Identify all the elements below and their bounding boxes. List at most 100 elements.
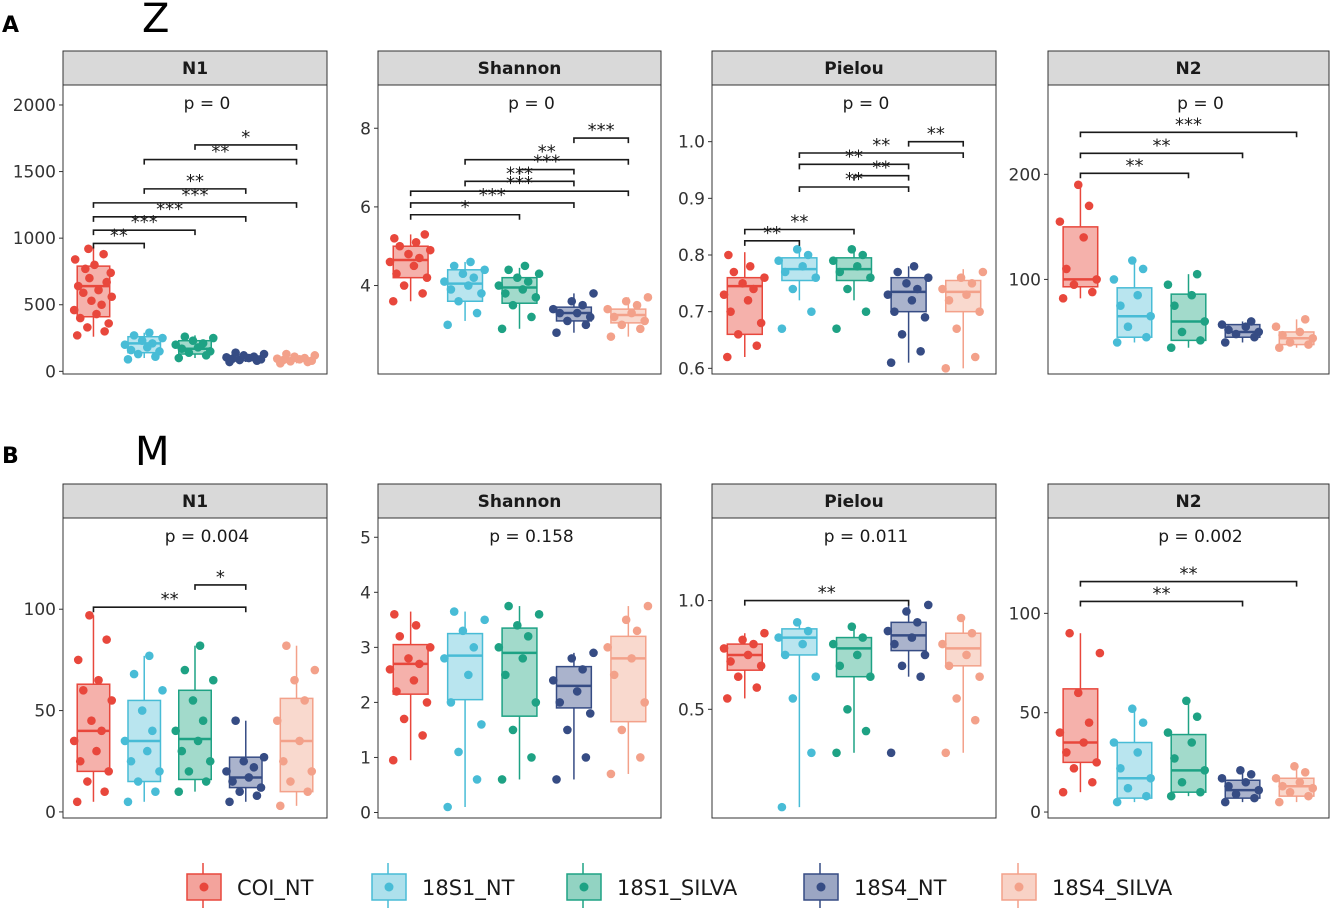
data-point xyxy=(726,307,735,316)
data-point xyxy=(975,672,984,681)
significance-label: * xyxy=(216,567,225,588)
data-point xyxy=(1062,748,1071,757)
facet-title: N1 xyxy=(182,59,208,79)
data-point xyxy=(792,618,802,627)
data-point xyxy=(585,312,595,322)
y-tick-label: 1.0 xyxy=(678,133,705,153)
data-point xyxy=(920,650,930,660)
data-point xyxy=(100,787,109,796)
data-point xyxy=(627,654,636,663)
data-point xyxy=(897,661,907,671)
data-point xyxy=(1170,754,1179,763)
y-tick-label: 0 xyxy=(45,362,56,382)
data-point xyxy=(581,753,591,762)
significance-label: ** xyxy=(845,146,863,167)
data-point xyxy=(208,675,218,685)
data-point xyxy=(480,265,489,275)
data-point xyxy=(632,626,642,636)
significance-label: *** xyxy=(588,120,615,141)
data-point xyxy=(621,615,631,625)
data-point xyxy=(1123,322,1133,332)
legend-item-18S1_SILVA: 18S1_SILVA xyxy=(566,863,738,908)
data-point xyxy=(477,289,486,298)
data-point xyxy=(567,654,577,663)
data-point xyxy=(883,626,893,636)
data-point xyxy=(504,601,513,611)
data-point xyxy=(70,255,80,264)
y-tick-label: 3 xyxy=(360,638,371,658)
data-point xyxy=(617,320,627,330)
data-point xyxy=(1224,325,1233,335)
significance-bracket xyxy=(853,174,910,181)
data-point xyxy=(501,289,510,298)
data-point xyxy=(120,736,130,746)
data-point xyxy=(171,340,181,350)
data-point xyxy=(913,618,922,627)
data-point xyxy=(158,333,167,343)
data-point xyxy=(952,324,961,333)
data-point xyxy=(1220,338,1230,347)
data-point xyxy=(567,296,577,306)
box-18S4_SILVA xyxy=(279,697,314,793)
data-point xyxy=(454,296,463,306)
data-point xyxy=(126,756,136,766)
data-point xyxy=(472,775,482,784)
data-point xyxy=(295,736,304,746)
data-point xyxy=(494,643,504,652)
significance-bracket xyxy=(464,158,630,165)
data-point xyxy=(422,273,432,282)
data-point xyxy=(1246,769,1256,779)
significance-label: ** xyxy=(211,142,229,163)
p-value-label: p = 0.011 xyxy=(824,527,909,547)
data-point xyxy=(1304,791,1313,801)
facet-1-3: N2 0 50 100 p = 0.002 ** ** xyxy=(1009,483,1330,823)
data-point xyxy=(883,290,893,299)
significance-bracket xyxy=(194,584,247,590)
data-point xyxy=(249,352,259,361)
data-point xyxy=(1300,315,1310,324)
data-point xyxy=(1065,628,1074,638)
data-point xyxy=(1295,777,1305,787)
data-point xyxy=(962,650,971,660)
data-point xyxy=(523,277,533,286)
data-point xyxy=(392,269,401,279)
facet-1-2: Pielou 0.5 1.0 p = 0.011 ** xyxy=(678,483,997,819)
data-point xyxy=(198,716,208,726)
facet-strip xyxy=(377,483,662,519)
data-point xyxy=(777,802,787,812)
data-point xyxy=(1278,330,1287,340)
data-point xyxy=(171,726,181,736)
data-point xyxy=(1308,333,1318,343)
data-point xyxy=(1084,718,1094,727)
data-point xyxy=(286,777,295,786)
data-point xyxy=(513,621,522,630)
data-point xyxy=(1177,777,1187,787)
legend-key-point xyxy=(384,882,394,892)
data-point xyxy=(944,661,954,671)
legend-key-point xyxy=(579,882,589,892)
data-point xyxy=(1187,738,1197,747)
data-point xyxy=(1166,791,1176,801)
data-point xyxy=(738,279,747,288)
data-point xyxy=(534,610,544,619)
data-point xyxy=(1192,269,1202,279)
data-point xyxy=(494,281,504,290)
data-point xyxy=(1163,728,1173,737)
data-point xyxy=(1069,764,1079,773)
data-point xyxy=(477,720,486,729)
data-point xyxy=(180,665,190,675)
data-point xyxy=(404,249,413,259)
data-point xyxy=(780,267,790,277)
data-point xyxy=(259,752,269,762)
data-point xyxy=(1058,787,1068,797)
data-point xyxy=(743,650,753,660)
panel-letter-b: B xyxy=(2,444,19,469)
data-point xyxy=(589,289,598,298)
y-tick-label: 5 xyxy=(360,528,371,548)
data-point xyxy=(418,731,427,740)
data-point xyxy=(578,665,587,674)
data-point xyxy=(252,791,262,801)
significance-bracket xyxy=(743,228,855,235)
data-point xyxy=(907,296,917,305)
